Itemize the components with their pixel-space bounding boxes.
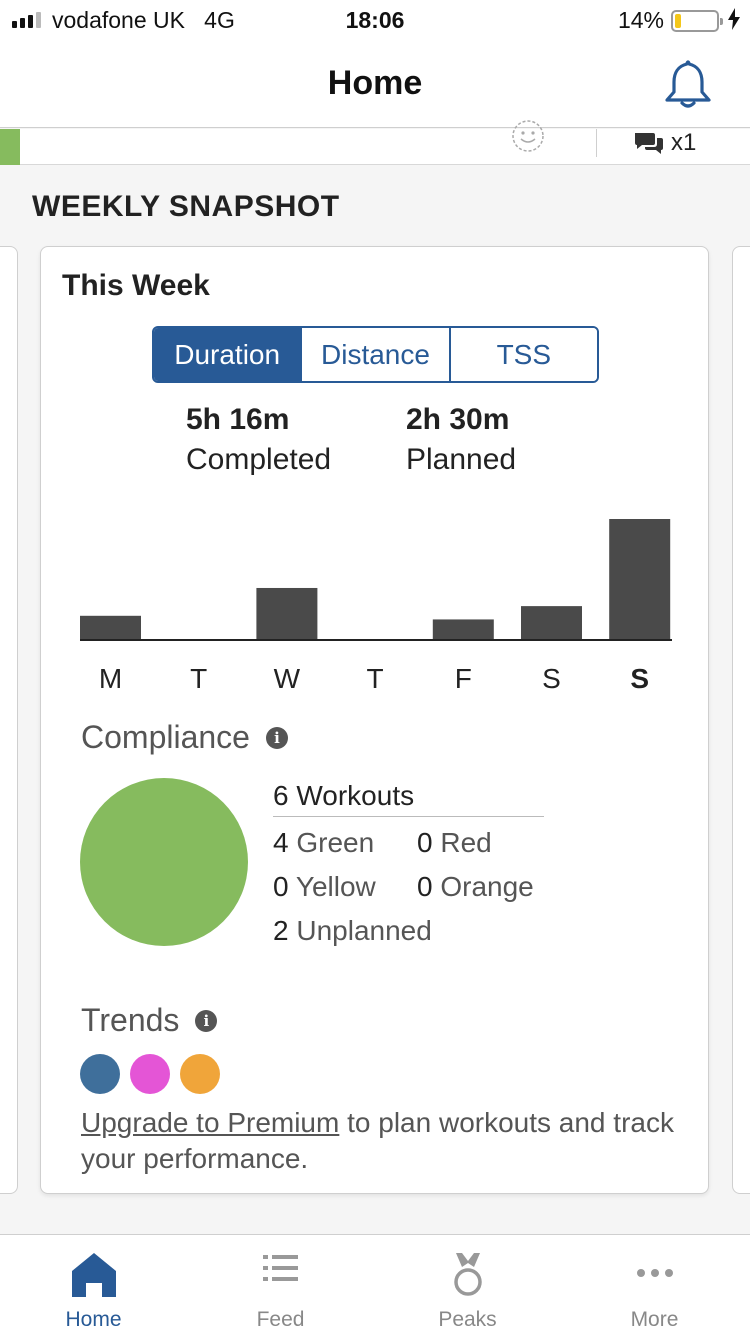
carrier-name: vodafone UK — [52, 7, 185, 33]
tab-feed[interactable]: Feed — [187, 1235, 374, 1334]
segment-duration[interactable]: Duration — [154, 328, 301, 381]
weekly-bar-chart — [80, 519, 672, 641]
info-icon[interactable]: i — [195, 1009, 218, 1032]
status-color-bar — [0, 129, 20, 165]
tab-peaks[interactable]: Peaks — [374, 1235, 561, 1334]
day-label-2: W — [273, 663, 301, 694]
segment-distance[interactable]: Distance — [300, 328, 449, 381]
more-icon — [636, 1269, 673, 1277]
strip-divider — [596, 129, 597, 157]
card-title: This Week — [62, 269, 210, 302]
tab-more[interactable]: More — [561, 1235, 748, 1334]
compliance-yellow: 0 Yellow — [273, 871, 376, 903]
unplanned-count: 2 — [273, 915, 289, 946]
green-count: 4 — [273, 827, 289, 858]
info-icon[interactable]: i — [265, 726, 288, 749]
segment-tss[interactable]: TSS — [448, 328, 597, 381]
tab-peaks-label: Peaks — [438, 1308, 497, 1331]
next-week-card[interactable] — [732, 246, 750, 1194]
green-label: Green — [296, 827, 375, 858]
bar-6 — [609, 519, 671, 640]
orange-label: Orange — [440, 871, 534, 902]
tab-home[interactable]: Home — [0, 1235, 187, 1334]
upgrade-message: Upgrade to Premium to plan workouts and … — [81, 1105, 691, 1177]
network-type: 4G — [204, 7, 235, 33]
upgrade-text: to plan workouts and track your performa… — [81, 1107, 674, 1174]
carrier-info: vodafone UK 4G — [52, 7, 235, 34]
previous-card-strip[interactable]: x1 — [0, 120, 750, 165]
tab-feed-label: Feed — [256, 1308, 305, 1331]
page-title: Home — [327, 64, 423, 102]
day-label-6: S — [630, 663, 650, 694]
yellow-label: Yellow — [295, 871, 376, 902]
section-title: WEEKLY SNAPSHOT — [32, 190, 340, 223]
completed-value: 5h 16m — [186, 403, 290, 436]
day-label-1: T — [190, 663, 208, 694]
day-label-0: M — [98, 663, 123, 694]
previous-week-card[interactable] — [0, 246, 18, 1194]
compliance-unplanned: 2 Unplanned — [273, 915, 432, 947]
tab-bar: Home Feed Peaks More — [0, 1234, 750, 1334]
workouts-count: 6 Workouts — [273, 780, 544, 817]
compliance-red: 0 Red — [417, 827, 492, 859]
bar-4 — [432, 619, 494, 640]
trend-dot-blue — [80, 1054, 120, 1094]
signal-icon — [12, 12, 41, 28]
red-count: 0 — [417, 827, 433, 858]
compliance-orange: 0 Orange — [417, 871, 534, 903]
charging-bolt-icon — [728, 8, 740, 30]
orange-count: 0 — [417, 871, 433, 902]
tab-home-label: Home — [65, 1308, 122, 1331]
battery-percent: 14% — [617, 7, 664, 33]
feed-icon — [262, 1255, 298, 1281]
planned-value: 2h 30m — [406, 403, 510, 436]
completed-label: Completed — [186, 443, 332, 476]
day-label-3: T — [366, 663, 384, 694]
status-time: 18:06 — [345, 7, 405, 33]
home-icon — [71, 1253, 116, 1297]
trends-title: Trends — [81, 1002, 180, 1038]
compliance-green: 4 Green — [273, 827, 374, 859]
nav-bar: Home — [0, 40, 750, 128]
comment-count: x1 — [671, 129, 697, 156]
planned-stat: 2h 30m Planned — [406, 400, 516, 480]
bell-icon[interactable] — [660, 58, 716, 110]
day-label-4: F — [454, 663, 472, 694]
status-bar: vodafone UK 4G 18:06 14% — [0, 0, 750, 40]
day-label-5: S — [542, 663, 561, 694]
upgrade-premium-link[interactable]: Upgrade to Premium — [81, 1107, 340, 1138]
metric-segmented-control: Duration Distance TSS — [152, 326, 599, 383]
red-label: Red — [440, 827, 492, 858]
yellow-count: 0 — [273, 871, 289, 902]
unplanned-label: Unplanned — [296, 915, 432, 946]
planned-label: Planned — [406, 443, 517, 476]
medal-icon — [453, 1253, 482, 1296]
battery-icon — [671, 10, 723, 32]
compliance-heading: Compliance i — [81, 719, 288, 756]
bar-5 — [521, 606, 582, 640]
compliance-title: Compliance — [81, 719, 250, 755]
bar-2 — [256, 587, 318, 640]
smiley-icon[interactable] — [511, 119, 545, 153]
trend-dots — [80, 1054, 220, 1094]
bar-0 — [80, 615, 141, 640]
trend-dot-pink — [130, 1054, 170, 1094]
comments-icon — [635, 133, 663, 154]
compliance-pie — [80, 778, 248, 946]
completed-stat: 5h 16m Completed — [186, 400, 331, 480]
comments-indicator[interactable]: x1 — [633, 129, 696, 157]
trend-dot-orange — [180, 1054, 220, 1094]
tab-more-label: More — [630, 1308, 679, 1331]
weekly-snapshot-card: This Week Duration Distance TSS 5h 16m C… — [40, 246, 709, 1194]
trends-heading: Trends i — [81, 1002, 218, 1039]
